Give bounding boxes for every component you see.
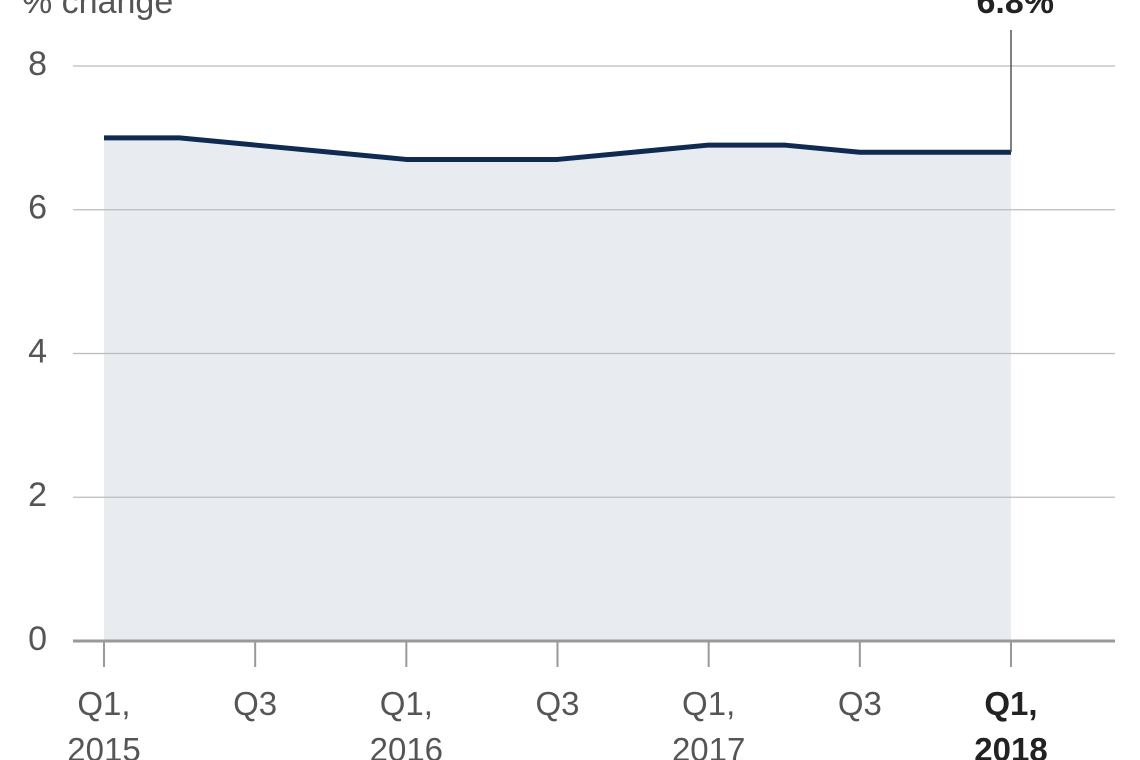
x-tick-label: Q3	[233, 685, 278, 722]
y-tick-label: 6	[28, 189, 47, 227]
x-tick-label: Q3	[535, 685, 580, 722]
y-axis-label: % change	[22, 0, 173, 21]
area	[104, 137, 1011, 641]
value-label: 6.8%	[977, 0, 1055, 21]
y-tick-label: 2	[28, 476, 47, 514]
y-tick-label: 4	[28, 332, 47, 370]
x-tick-label: Q1, 2016	[369, 685, 444, 760]
x-tick-label: Q1, 2017	[671, 685, 746, 760]
y-tick-label: 0	[28, 620, 47, 658]
line	[104, 135, 1011, 162]
y-tick-label: 8	[28, 45, 47, 83]
x-tick-label: Q1, 2018	[974, 685, 1048, 760]
x-tick-label: Q3	[837, 685, 882, 722]
x-tick-label: Q1, 2015	[67, 685, 141, 760]
